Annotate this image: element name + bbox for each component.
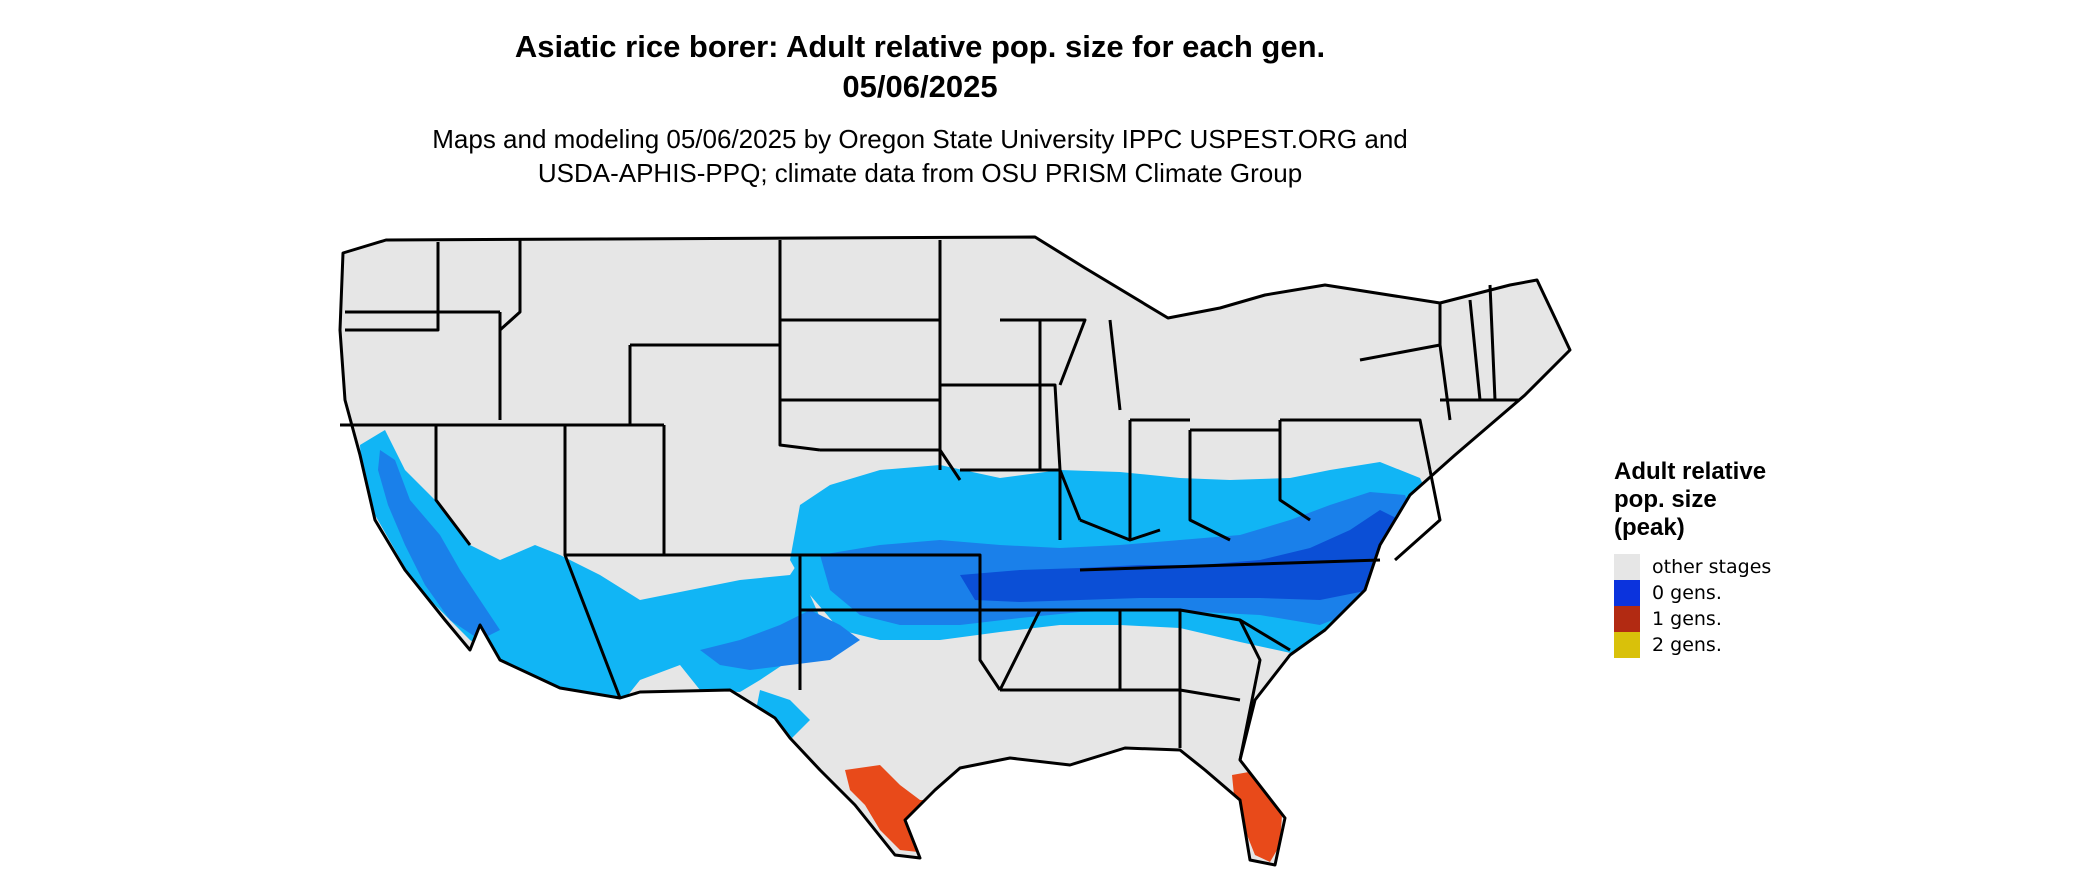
region-dark-blue-tn-va xyxy=(960,510,1400,602)
legend-label: 0 gens. xyxy=(1652,582,1722,604)
us-map xyxy=(338,235,1572,867)
legend-swatch xyxy=(1614,554,1640,580)
legend-swatch xyxy=(1614,632,1640,658)
legend-title-line2: pop. size xyxy=(1614,486,1717,513)
region-mid-blue-california xyxy=(378,450,500,640)
map-title: Asiatic rice borer: Adult relative pop. … xyxy=(514,29,1326,64)
state-borders xyxy=(338,235,1572,867)
map-date: 05/06/2025 xyxy=(842,69,998,104)
legend-label: other stages xyxy=(1652,556,1772,578)
legend-swatch xyxy=(1614,580,1640,606)
legend-label: 1 gens. xyxy=(1652,608,1722,630)
region-mid-blue-south xyxy=(700,610,860,670)
map-subtitle-line1: Maps and modeling 05/06/2025 by Oregon S… xyxy=(432,124,1408,154)
legend-label: 2 gens. xyxy=(1652,634,1722,656)
legend-swatch xyxy=(1614,606,1640,632)
map-subtitle-line2: USDA-APHIS-PPQ; climate data from OSU PR… xyxy=(537,158,1303,188)
legend-title-line1: Adult relative xyxy=(1614,458,1767,485)
legend-title-line3: (peak) xyxy=(1614,514,1685,541)
legend-title: Adult relative pop. size (peak) xyxy=(1614,458,1834,542)
